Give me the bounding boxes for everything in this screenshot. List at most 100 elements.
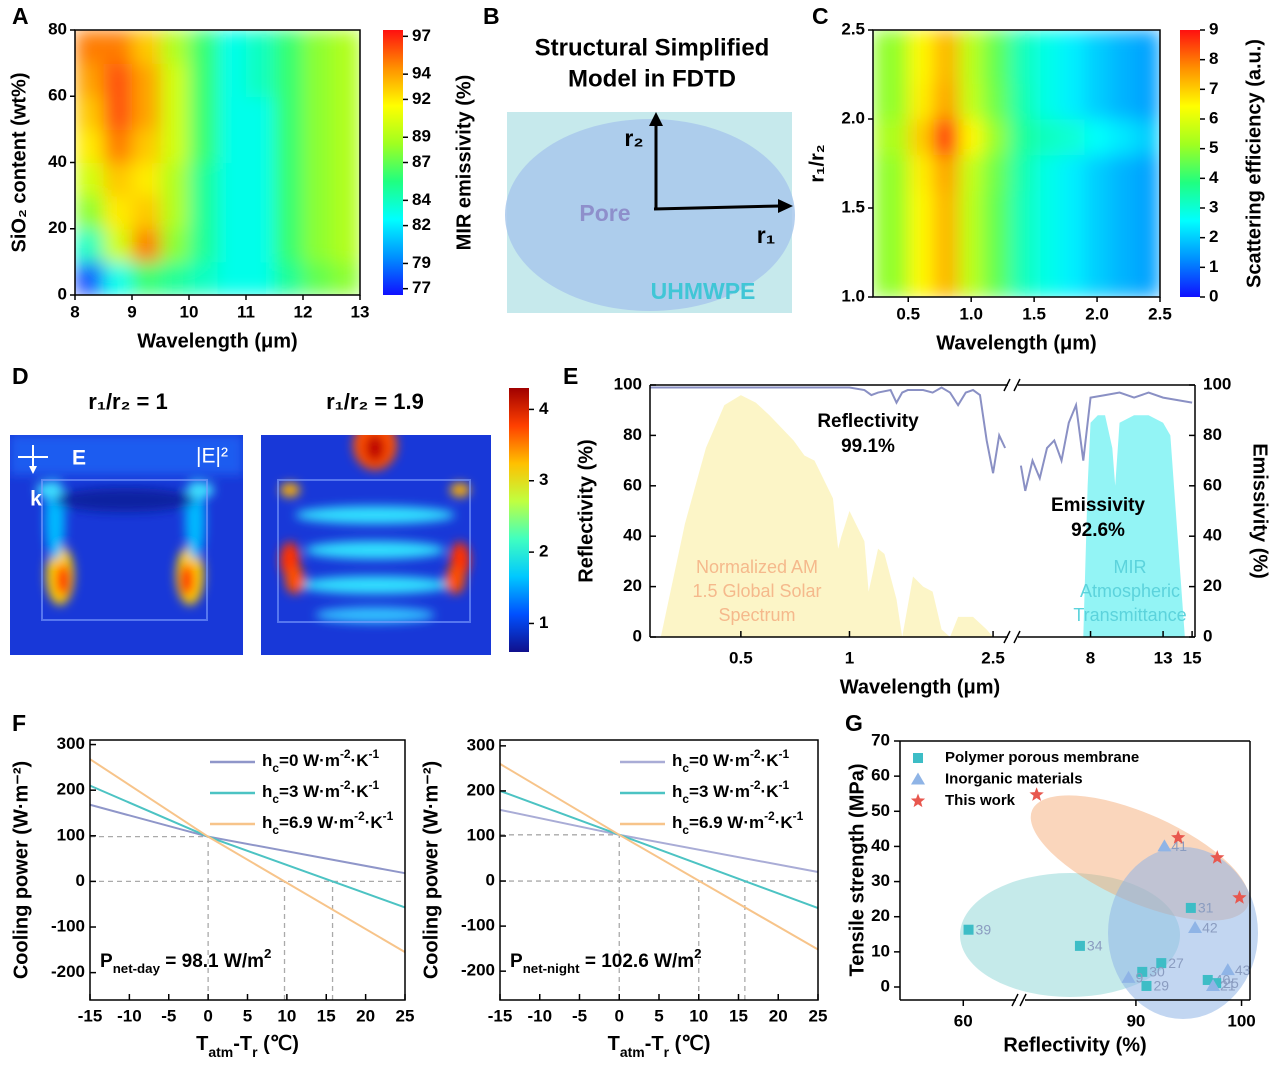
colorbar-tick-label: 94 [412, 64, 431, 83]
point-label: 42 [1202, 920, 1218, 936]
colorbar-tick-label: 7 [1209, 79, 1218, 98]
heat-cell [873, 154, 909, 191]
panel-label: E [563, 363, 578, 389]
heat-cell [160, 261, 190, 295]
heat-cell [303, 261, 333, 295]
annotation-part: net-day [113, 961, 161, 976]
colorbar-label: Scattering efficiency (a.u.) [1243, 39, 1265, 288]
colorbar-tick-label: 5 [1209, 138, 1218, 157]
panel-label: C [812, 3, 829, 29]
y-tick-label: 30 [871, 871, 890, 890]
heat-cell [189, 195, 219, 230]
y2-tick-label: 0 [1203, 626, 1212, 645]
point [1074, 940, 1085, 951]
heat-cell [983, 30, 1010, 84]
heat-cell [908, 225, 935, 262]
heat-cell [1034, 30, 1060, 84]
y2-tick-label: 40 [1203, 526, 1222, 545]
y-tick-label: -200 [461, 961, 495, 980]
point [1220, 963, 1235, 976]
legend-label-part: =6.9 W·m [279, 813, 354, 832]
line [89, 784, 406, 909]
annotation-part: = 102.6 W/m [580, 951, 695, 972]
heat-cell [1084, 154, 1111, 191]
heat-cell [160, 195, 190, 230]
quantity-label: |E|² [196, 445, 228, 468]
y-tick-label: 0 [486, 871, 495, 890]
x-tick-label: 5 [654, 1006, 663, 1025]
x-tick-label: 10 [180, 302, 199, 321]
heat-cell [246, 63, 276, 97]
legend-marker [913, 753, 923, 763]
y-tick-label: 0 [881, 976, 890, 995]
line [89, 758, 406, 953]
heat-cell [331, 63, 360, 97]
heat-cell [1084, 261, 1111, 297]
line [1019, 391, 1193, 492]
annotation: 92.6% [1071, 520, 1125, 541]
colorbar-tick-label: 1 [1209, 257, 1218, 276]
heat-cell [331, 228, 360, 263]
heat-cell [217, 162, 247, 197]
x-tick-label: 10 [277, 1006, 296, 1025]
area-label: Spectrum [718, 605, 795, 625]
heat-cell [1008, 154, 1035, 191]
legend-label-part: =0 W·m [279, 751, 340, 770]
heat-cell [1134, 30, 1160, 84]
legend-label-part: -1 [778, 747, 789, 761]
heat-cell [217, 228, 247, 263]
legend-label: Polymer porous membrane [945, 749, 1139, 766]
heat-cell [132, 228, 162, 263]
y-axis-label: SiO₂ content (wt%) [8, 73, 30, 253]
map-title: r₁/r₂ = 1 [88, 389, 167, 414]
heat-cell [303, 30, 333, 64]
group-ellipses [960, 795, 1258, 1019]
legend-label-part: ·K [351, 751, 370, 770]
y-axis-label: r₁/r₂ [806, 144, 828, 182]
heat-cell [958, 225, 985, 262]
x-tick-label: 15 [1183, 648, 1202, 667]
colorbar-tick-label: 4 [539, 399, 549, 418]
heat-cell [958, 119, 985, 156]
heat-cell [1109, 119, 1136, 156]
heat-cell [331, 129, 360, 164]
heat-cell [873, 30, 909, 84]
x-tick-label: 0 [615, 1006, 624, 1025]
colorbar [1180, 30, 1200, 297]
heat-cell [908, 190, 935, 227]
heat-cell [132, 30, 162, 64]
point-label: 9 [1136, 970, 1144, 986]
y-tick-label: 10 [871, 941, 890, 960]
heat-cell [75, 261, 105, 295]
x-tick-label: -10 [117, 1006, 142, 1025]
heat-cell [303, 228, 333, 263]
heat-cell [303, 162, 333, 197]
legend-label-part: h [262, 782, 272, 801]
heat-cell [1059, 154, 1086, 191]
legend-label: hc=3 W·m-2·K-1 [672, 778, 789, 806]
axis-break [1013, 378, 1021, 392]
heat-cell [933, 30, 960, 84]
heat-cell [873, 225, 909, 262]
x-tick-label: 100 [1227, 1011, 1255, 1030]
legend-label-part: h [672, 813, 682, 832]
heat-cell [1059, 83, 1086, 120]
y-tick-label: 100 [614, 374, 642, 393]
heat-cell [933, 83, 960, 120]
heat-cell [75, 30, 105, 64]
x-tick-label: 5 [243, 1006, 252, 1025]
heat-cell [303, 63, 333, 97]
heat-cell [189, 228, 219, 263]
legend-label-part: -2 [750, 747, 761, 761]
arrow-r1 [653, 204, 781, 211]
x-tick-label: -5 [572, 1006, 587, 1025]
heat-cell [189, 96, 219, 130]
heat-cell [1109, 30, 1136, 84]
colorbar-tick-label: 1 [539, 613, 548, 632]
point [1141, 980, 1152, 991]
x-tick-label: -5 [161, 1006, 176, 1025]
heat-cell [75, 96, 105, 130]
heat-cell [983, 154, 1010, 191]
x-tick-label: 0 [203, 1006, 212, 1025]
x-tick-label: -10 [527, 1006, 552, 1025]
